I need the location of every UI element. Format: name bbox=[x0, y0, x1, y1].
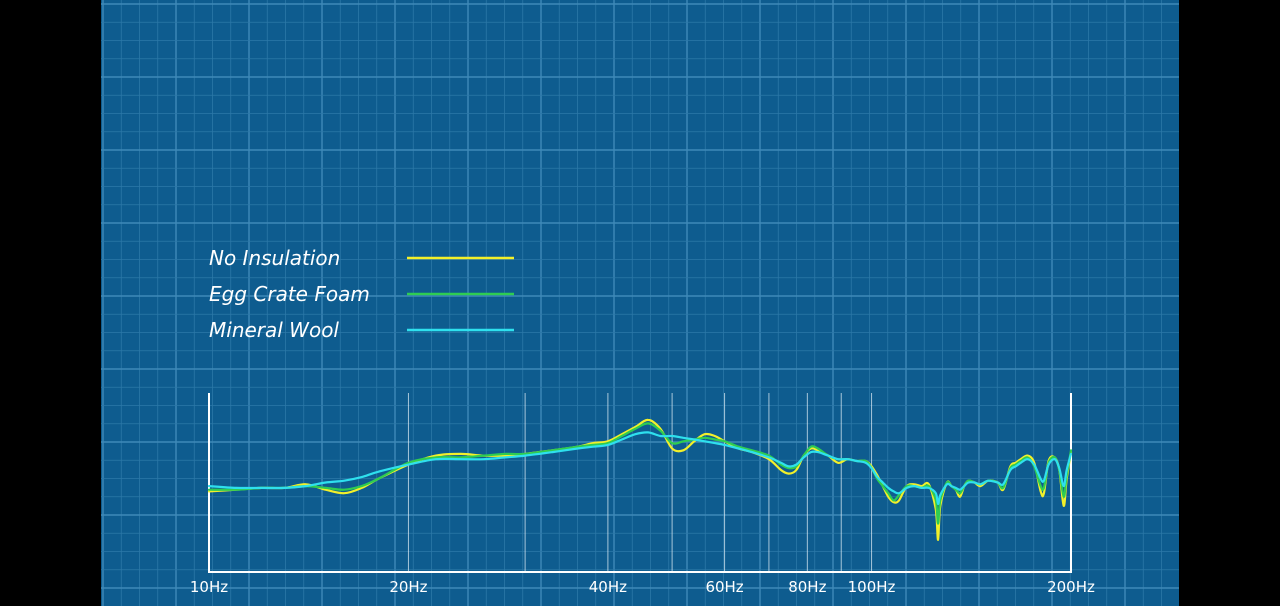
background-grid bbox=[101, 0, 1179, 606]
frequency-gridlines bbox=[407, 393, 873, 572]
x-tick-label: 40Hz bbox=[589, 578, 627, 596]
series-line-no-insulation bbox=[207, 418, 1073, 541]
chart-frame: No Insulation Egg Crate Foam Mineral Wool … bbox=[101, 0, 1179, 606]
x-tick-label: 20Hz bbox=[389, 578, 427, 596]
chart-background bbox=[101, 0, 1179, 606]
x-tick-label: 100Hz bbox=[848, 578, 896, 596]
series-line-mineral-wool bbox=[207, 431, 1073, 506]
axes bbox=[208, 393, 1072, 573]
x-tick-label: 60Hz bbox=[705, 578, 743, 596]
legend-label: Egg Crate Foam bbox=[209, 282, 370, 306]
x-tick-label: 200Hz bbox=[1047, 578, 1095, 596]
legend-label: No Insulation bbox=[209, 246, 340, 270]
x-tick-label: 10Hz bbox=[190, 578, 228, 596]
series-lines bbox=[207, 418, 1073, 541]
x-tick-label: 80Hz bbox=[788, 578, 826, 596]
x-tick-labels: 10Hz 20Hz 40Hz 60Hz 80Hz 100Hz 200Hz bbox=[190, 578, 1095, 596]
legend-label: Mineral Wool bbox=[209, 318, 339, 342]
legend: No Insulation Egg Crate Foam Mineral Wool bbox=[209, 246, 514, 342]
